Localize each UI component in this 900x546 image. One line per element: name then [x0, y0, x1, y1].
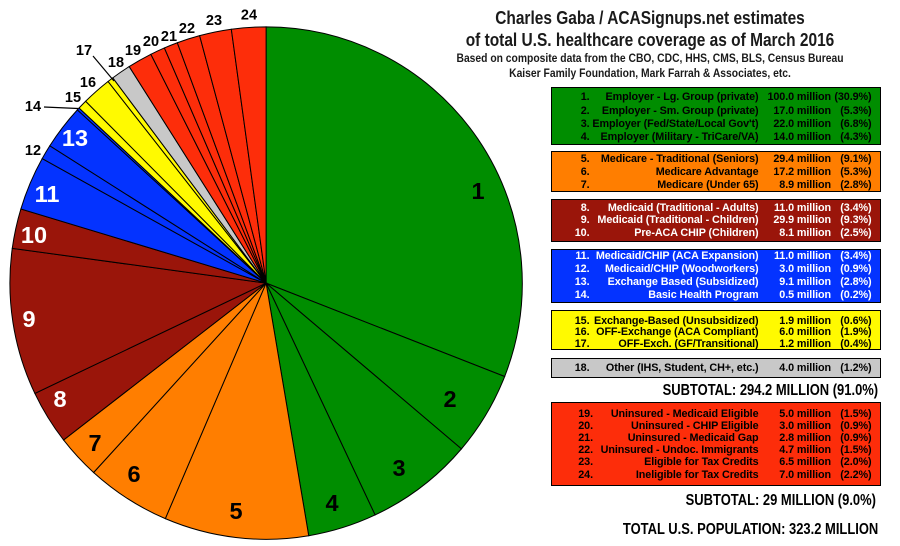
svg-text:10: 10: [21, 222, 47, 248]
svg-text:23: 23: [206, 13, 222, 29]
svg-text:20: 20: [143, 34, 159, 50]
svg-text:5: 5: [229, 498, 242, 524]
svg-text:17: 17: [76, 43, 92, 59]
svg-text:9: 9: [22, 306, 35, 332]
svg-text:6: 6: [127, 461, 140, 487]
svg-text:11: 11: [35, 181, 60, 207]
svg-text:7: 7: [88, 430, 101, 456]
svg-text:19: 19: [125, 43, 141, 59]
svg-text:2: 2: [443, 386, 456, 412]
svg-text:14: 14: [25, 99, 41, 115]
svg-text:18: 18: [108, 55, 124, 71]
svg-text:4: 4: [325, 490, 338, 516]
svg-text:3: 3: [392, 455, 405, 481]
svg-text:13: 13: [62, 125, 88, 151]
svg-text:16: 16: [80, 75, 96, 91]
svg-text:21: 21: [161, 29, 177, 45]
svg-text:24: 24: [241, 8, 257, 24]
svg-text:8: 8: [53, 386, 66, 412]
svg-text:15: 15: [65, 90, 81, 106]
svg-text:22: 22: [179, 21, 195, 37]
svg-text:1: 1: [471, 178, 484, 204]
svg-text:12: 12: [25, 143, 41, 159]
